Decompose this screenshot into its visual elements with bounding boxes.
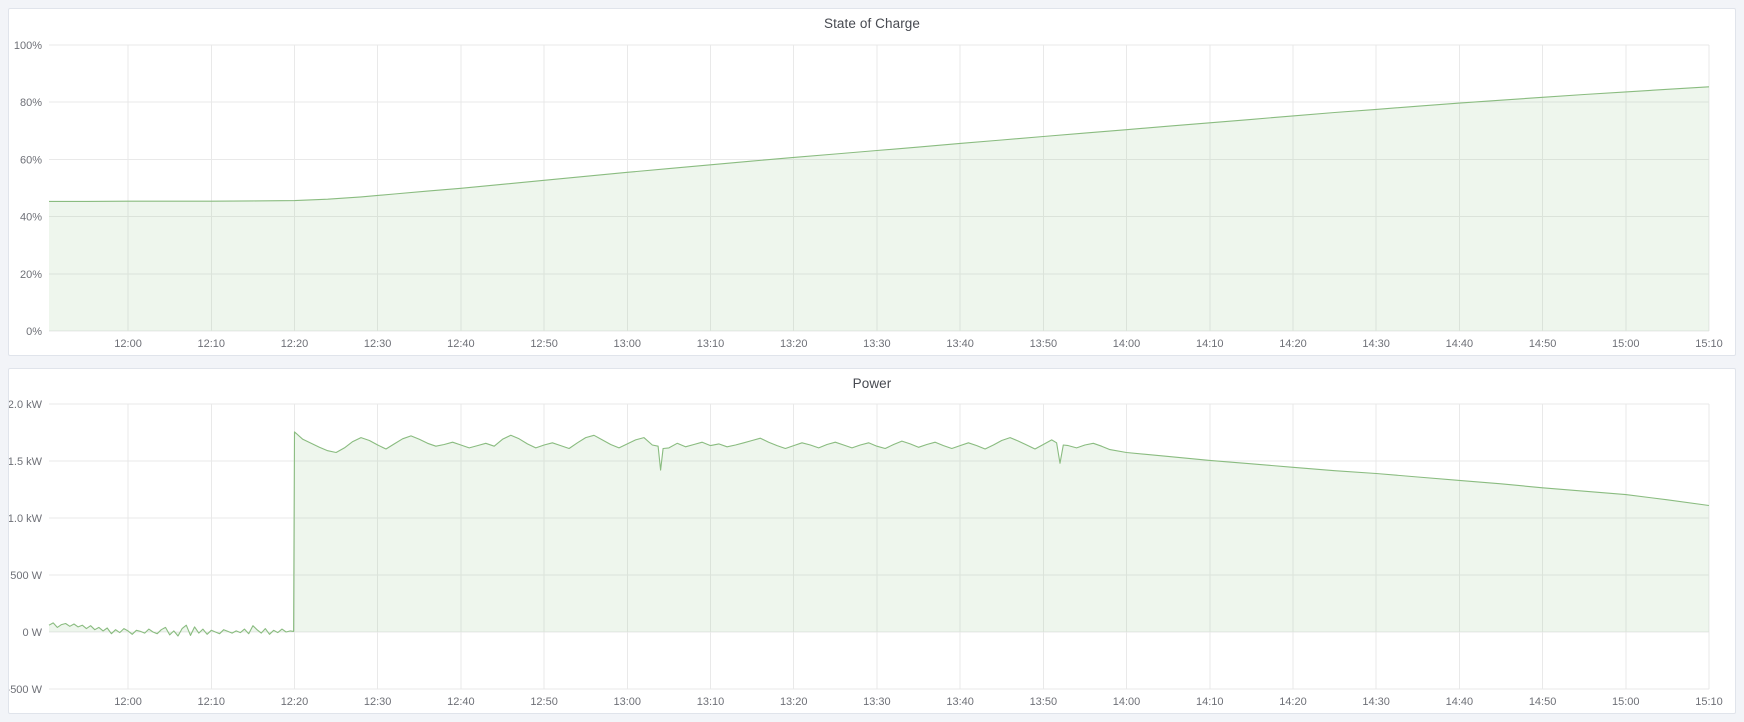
x-axis-tick-label: 15:00 <box>1612 696 1640 708</box>
y-axis-tick-label: 0% <box>26 326 42 338</box>
x-axis-tick-label: 12:00 <box>114 338 142 350</box>
series-line <box>49 86 1710 202</box>
x-axis-tick-label: 13:10 <box>697 696 725 708</box>
x-axis-tick-label: 13:40 <box>946 696 974 708</box>
panel-power: Power 2.0 kW 1.5 kW 1.0 kW 500 W 0 W -500 W 12… <box>8 368 1736 714</box>
panel-title-state-of-charge: State of Charge <box>823 16 921 31</box>
chart-svg: 100% 80% 60% 40% 20% 0% 12:00 12:10 12:20 12:30 12… <box>14 40 1723 350</box>
x-axis-tick-label: 12:10 <box>197 338 225 350</box>
x-axis-tick-label: 13:50 <box>1030 338 1058 350</box>
x-axis-tick-label: 12:50 <box>530 338 558 350</box>
y-axis-tick-label: 2.0 kW <box>9 399 43 411</box>
y-axis-tick-label: 20% <box>20 269 42 281</box>
power-chart[interactable]: 2.0 kW 1.5 kW 1.0 kW 500 W 0 W -500 W 12:00 12:… <box>9 369 1735 713</box>
x-axis-tick-label: 12:00 <box>114 696 142 708</box>
x-axis-tick-label: 14:10 <box>1196 338 1224 350</box>
x-axis-tick-label: 13:20 <box>780 338 808 350</box>
x-axis-tick-label: 13:30 <box>863 696 891 708</box>
x-axis-tick-label: 14:40 <box>1446 696 1474 708</box>
y-axis-tick-label: 0 W <box>22 627 42 639</box>
x-axis-tick-label: 14:30 <box>1362 338 1390 350</box>
x-axis-tick-label: 13:50 <box>1030 696 1058 708</box>
chart-svg: 2.0 kW 1.5 kW 1.0 kW 500 W 0 W -500 W 12:00 12:… <box>9 399 1723 708</box>
x-axis-tick-label: 14:00 <box>1113 338 1141 350</box>
y-axis-tick-label: 500 W <box>10 570 42 582</box>
series-area <box>49 86 1709 331</box>
x-axis-tick-label: 14:20 <box>1279 338 1307 350</box>
x-axis-tick-label: 13:30 <box>863 338 891 350</box>
panel-state-of-charge: State of Charge 100% 80% 60% 40% 20% 0% 12:00 1… <box>8 8 1736 356</box>
x-axis-tick-label: 14:30 <box>1362 696 1390 708</box>
y-axis-tick-label: 60% <box>20 154 42 166</box>
y-axis-tick-label: -500 W <box>9 684 43 696</box>
x-axis-tick-label: 12:30 <box>364 338 392 350</box>
x-axis-tick-label: 12:40 <box>447 338 475 350</box>
y-axis-tick-label: 80% <box>20 97 42 109</box>
x-axis-tick-label: 12:50 <box>530 696 558 708</box>
y-axis-tick-label: 100% <box>14 40 42 52</box>
x-axis-tick-label: 14:50 <box>1529 338 1557 350</box>
series-line <box>48 431 1710 637</box>
x-axis-tick-label: 13:10 <box>697 338 725 350</box>
x-axis-tick-label: 12:20 <box>281 696 309 708</box>
x-axis-tick-label: 15:10 <box>1695 696 1723 708</box>
x-axis-tick-label: 14:40 <box>1446 338 1474 350</box>
x-axis-tick-label: 14:00 <box>1113 696 1141 708</box>
y-axis-tick-label: 1.5 kW <box>9 456 43 468</box>
x-axis-tick-label: 13:00 <box>614 696 642 708</box>
x-axis-tick-label: 12:20 <box>281 338 309 350</box>
x-axis-tick-label: 12:10 <box>197 696 225 708</box>
x-axis-tick-label: 13:40 <box>946 338 974 350</box>
x-axis-tick-label: 15:10 <box>1695 338 1723 350</box>
x-axis-tick-label: 12:30 <box>364 696 392 708</box>
y-axis-tick-label: 1.0 kW <box>9 513 43 525</box>
x-axis-tick-label: 14:20 <box>1279 696 1307 708</box>
series-area <box>49 431 1709 636</box>
panel-title-power: Power <box>852 376 892 391</box>
x-axis-tick-label: 14:10 <box>1196 696 1224 708</box>
x-axis-tick-label: 13:20 <box>780 696 808 708</box>
y-axis-tick-label: 40% <box>20 212 42 224</box>
x-axis-tick-label: 14:50 <box>1529 696 1557 708</box>
soc-chart[interactable]: 100% 80% 60% 40% 20% 0% 12:00 12:10 12:20 12:30 12… <box>9 9 1735 355</box>
x-axis-tick-label: 13:00 <box>614 338 642 350</box>
x-axis-tick-label: 15:00 <box>1612 338 1640 350</box>
x-axis-tick-label: 12:40 <box>447 696 475 708</box>
